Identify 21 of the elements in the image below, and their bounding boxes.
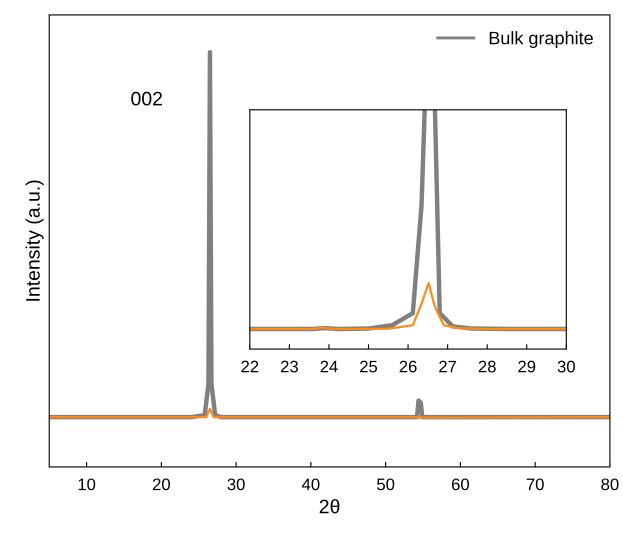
legend-label: Bulk graphite (490, 31, 593, 48)
x-tick-label: 40 (302, 478, 320, 490)
x-tick-label: 30 (227, 478, 245, 490)
x-tick-label: 29 (518, 360, 536, 372)
x-tick-label: 80 (601, 478, 619, 490)
x-tick-label: 60 (452, 478, 470, 490)
x-tick-label: 27 (439, 360, 456, 372)
x-tick-label: 50 (377, 478, 394, 490)
x-tick-label: 24 (320, 360, 338, 372)
x-tick-label: 30 (558, 360, 575, 372)
x-tick-label: 20 (152, 478, 170, 490)
y-axis-title: Intensity (a.u.) (26, 180, 44, 301)
annotation: 002 (131, 92, 162, 106)
x-tick-label: 25 (360, 360, 378, 372)
x-tick-label: 23 (280, 360, 298, 372)
x-tick-label: 10 (78, 478, 96, 490)
x-axis-title: 2θ (320, 499, 340, 514)
x-tick-label: 22 (241, 360, 258, 372)
x-tick-label: 28 (478, 360, 496, 372)
x-tick-label: 26 (400, 360, 417, 372)
x-tick-label: 70 (526, 478, 544, 490)
